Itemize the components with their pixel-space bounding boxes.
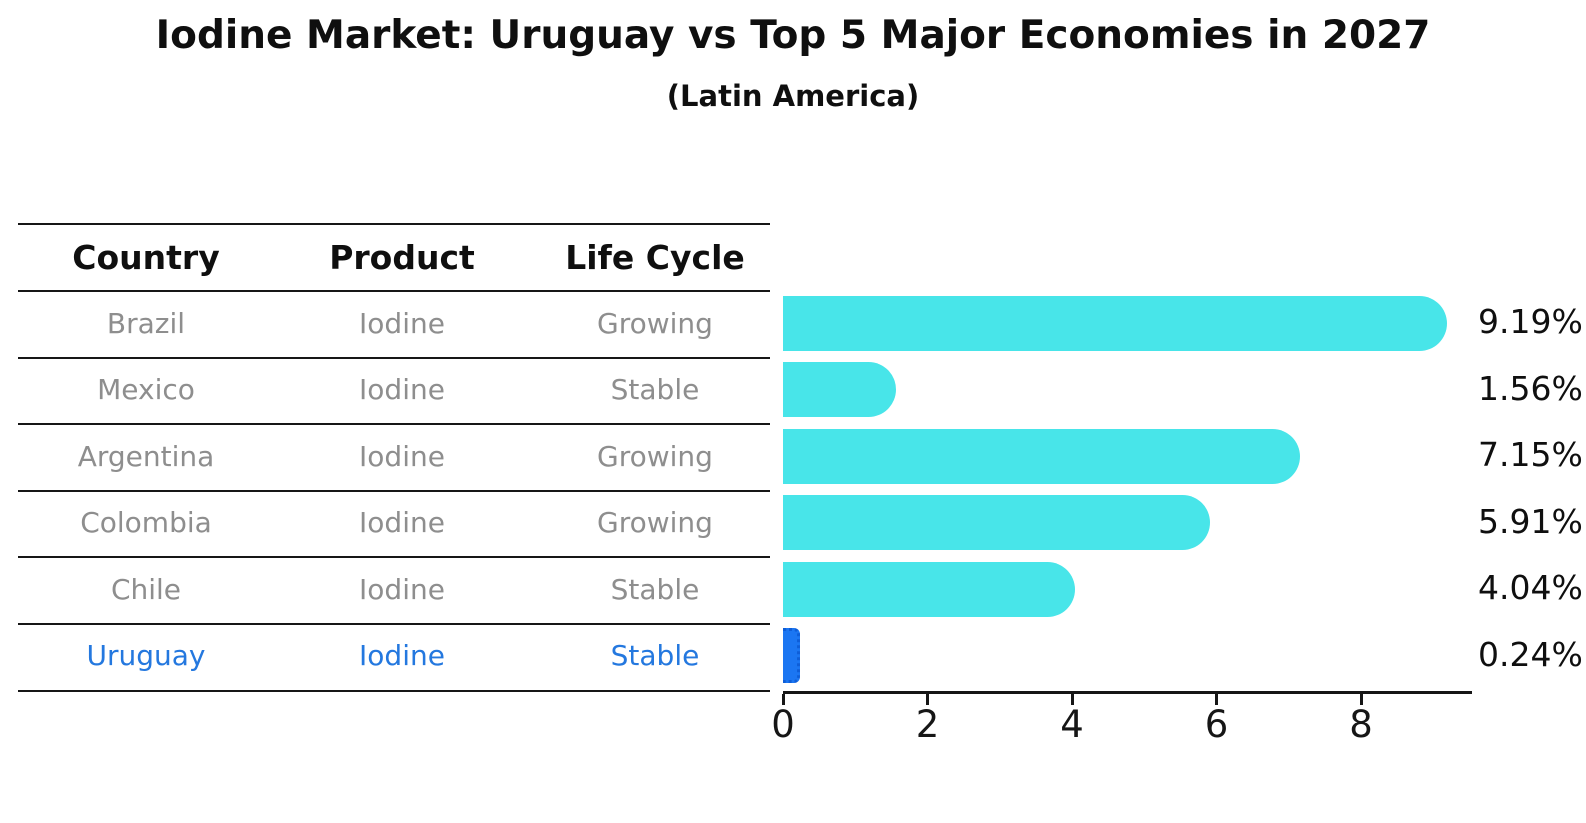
x-axis-tick-label: 4 [1060, 703, 1084, 746]
cell-country: Argentina [77, 439, 215, 473]
table-header-row: Country Product Life Cycle [18, 224, 780, 290]
bar-value-label: 4.04% [1478, 568, 1583, 607]
table-divider-line [18, 290, 770, 292]
table-divider-line [18, 690, 770, 692]
bar-value-label: 7.15% [1478, 435, 1583, 474]
x-axis-tick-label: 6 [1204, 703, 1229, 746]
cell-life-cycle: Stable [610, 373, 700, 406]
column-header-country: Country [72, 237, 220, 277]
x-axis-tick-mark [1359, 694, 1363, 705]
cell-life-cycle: Growing [597, 439, 713, 473]
chart-subtitle: (Latin America) [666, 79, 920, 113]
table-divider-line [18, 357, 770, 359]
cell-product: Iodine [359, 506, 445, 539]
cell-product: Iodine [359, 439, 445, 473]
x-axis-tick-label: 2 [915, 703, 940, 746]
column-header-lifecycle: Life Cycle [565, 237, 745, 277]
cell-country: Uruguay [86, 639, 206, 672]
cell-life-cycle: Stable [610, 572, 700, 606]
bar-argentina [783, 428, 1300, 484]
cell-country: Brazil [106, 306, 186, 340]
bar-value-label: 9.19% [1478, 302, 1583, 341]
chart-title: Iodine Market: Uruguay vs Top 5 Major Ec… [155, 13, 1431, 58]
bar-mexico [783, 362, 896, 417]
table-divider-line [18, 423, 770, 425]
cell-life-cycle: Stable [610, 639, 700, 672]
cell-country: Colombia [80, 506, 212, 539]
bar-value-label: 0.24% [1478, 634, 1583, 674]
x-axis-tick-mark [781, 694, 785, 705]
bar-value-label: 5.91% [1478, 501, 1583, 541]
x-axis-tick-mark [1215, 694, 1218, 705]
table-row-argentina: Argentina Iodine Growing [18, 423, 780, 489]
table-row-chile: Chile Iodine Stable [18, 556, 780, 622]
x-axis-line [783, 691, 1472, 694]
x-axis-tick-label: 0 [771, 703, 795, 746]
table-divider-line [18, 490, 770, 492]
cell-country: Chile [110, 572, 182, 606]
bar-value-label: 1.56% [1478, 368, 1583, 408]
table-row-brazil: Brazil Iodine Growing [18, 290, 780, 356]
table-row-mexico: Mexico Iodine Stable [18, 357, 780, 423]
bar-brazil [783, 295, 1447, 351]
cell-product: Iodine [359, 373, 445, 406]
bar-uruguay [783, 628, 801, 683]
cell-product: Iodine [359, 306, 445, 340]
x-axis-tick-mark [1070, 694, 1074, 705]
bar-chile [783, 561, 1075, 617]
table-divider-line [18, 556, 770, 558]
x-axis-tick-mark [926, 694, 929, 705]
cell-product: Iodine [359, 639, 445, 672]
table-row-uruguay: Uruguay Iodine Stable [18, 623, 780, 689]
cell-product: Iodine [359, 572, 445, 606]
table-divider-line [18, 223, 770, 225]
cell-country: Mexico [97, 373, 195, 406]
bar-colombia [783, 495, 1210, 550]
x-axis-tick-label: 8 [1349, 703, 1373, 746]
table-row-colombia: Colombia Iodine Growing [18, 490, 780, 556]
table-divider-line [18, 623, 770, 625]
cell-life-cycle: Growing [597, 506, 713, 539]
cell-life-cycle: Growing [597, 306, 713, 340]
column-header-product: Product [329, 237, 475, 277]
